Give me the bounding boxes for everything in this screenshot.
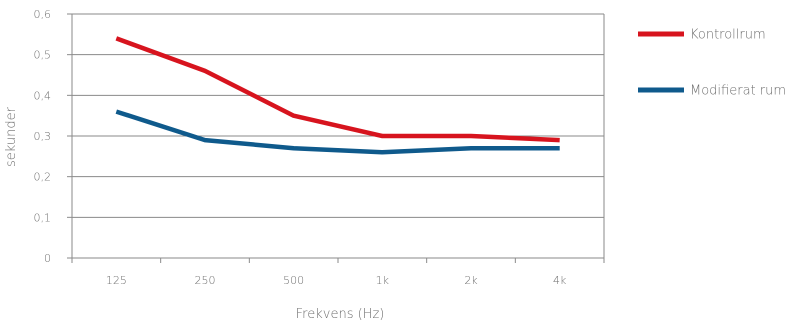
x-tick-label: 2k <box>464 274 478 287</box>
axes <box>67 13 605 263</box>
y-tick-label: 0,2 <box>34 171 52 184</box>
x-tick-label: 500 <box>283 274 304 287</box>
legend-label: Modifierat rum <box>690 84 786 99</box>
y-tick-label: 0,3 <box>34 130 52 143</box>
legend-label: Kontrollrum <box>690 28 766 43</box>
series-line <box>115 109 560 155</box>
legend: Kontrollrum Modifierat rum <box>638 28 786 99</box>
y-tick-label: 0 <box>44 252 51 265</box>
gridlines <box>72 13 604 218</box>
x-tick-label: 4k <box>553 274 567 287</box>
y-tick-label: 0,5 <box>34 49 52 62</box>
y-tick-label: 0,1 <box>34 211 52 224</box>
y-axis-label: sekunder <box>4 106 19 167</box>
x-tick-label: 1k <box>376 274 390 287</box>
x-tick-label: 250 <box>195 274 216 287</box>
tick-labels: 0 0,1 0,2 0,3 0,4 0,5 0,6 125 250 500 1k 2k 4k <box>34 8 567 287</box>
series-line <box>115 36 560 143</box>
y-tick-label: 0,6 <box>34 8 52 21</box>
y-tick-label: 0,4 <box>34 89 52 102</box>
x-tick-label: 125 <box>106 274 127 287</box>
series-lines <box>115 36 560 155</box>
x-axis-label: Frekvens (Hz) <box>296 307 385 322</box>
